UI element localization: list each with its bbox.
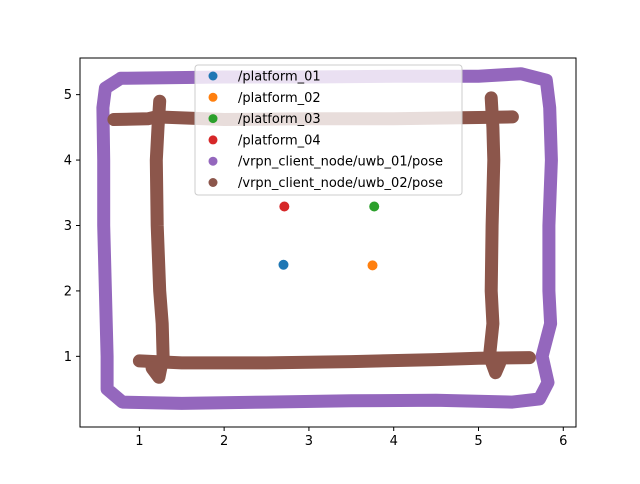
y-tick-label: 1	[64, 350, 72, 365]
series-6-trajectory-4	[483, 91, 507, 380]
legend-label: /platform_02	[238, 91, 321, 106]
legend-marker	[208, 92, 218, 102]
y-axis: 1 2 3 4 5	[64, 88, 80, 365]
legend-label: /vrpn_client_node/uwb_02/pose	[238, 176, 443, 191]
legend-label: /platform_01	[238, 70, 321, 85]
y-tick-label: 5	[64, 88, 72, 103]
series-5-trajectory	[96, 67, 558, 410]
axes-frame	[79, 57, 577, 428]
x-tick-label: 6	[559, 434, 567, 449]
series-4-point	[279, 201, 290, 212]
y-tick-label: 3	[64, 219, 72, 234]
x-tick-label: 4	[390, 434, 398, 449]
legend-label: /platform_04	[238, 133, 321, 148]
x-tick-label: 2	[220, 434, 228, 449]
legend: /platform_01/platform_02/platform_03/pla…	[194, 64, 463, 196]
legend-marker	[208, 135, 218, 145]
y-tick-label: 2	[64, 284, 72, 299]
x-tick-label: 1	[135, 434, 143, 449]
x-axis: 1 2 3 4 5 6	[135, 427, 567, 449]
legend-marker	[208, 178, 218, 187]
legend-box	[194, 64, 463, 196]
y-tick-label: 4	[64, 154, 72, 169]
series-1-point	[278, 259, 289, 270]
x-tick-label: 5	[474, 434, 482, 449]
series-2-point	[367, 260, 378, 271]
series-6-trajectory-3	[145, 94, 170, 384]
legend-marker	[208, 114, 218, 124]
series-3-point	[369, 201, 380, 212]
legend-label: /vrpn_client_node/uwb_01/pose	[238, 155, 443, 170]
legend-marker	[208, 71, 218, 81]
x-tick-label: 3	[305, 434, 313, 449]
legend-marker	[208, 156, 218, 166]
series-6-trajectory-2	[132, 351, 536, 370]
legend-label: /platform_03	[238, 112, 321, 127]
